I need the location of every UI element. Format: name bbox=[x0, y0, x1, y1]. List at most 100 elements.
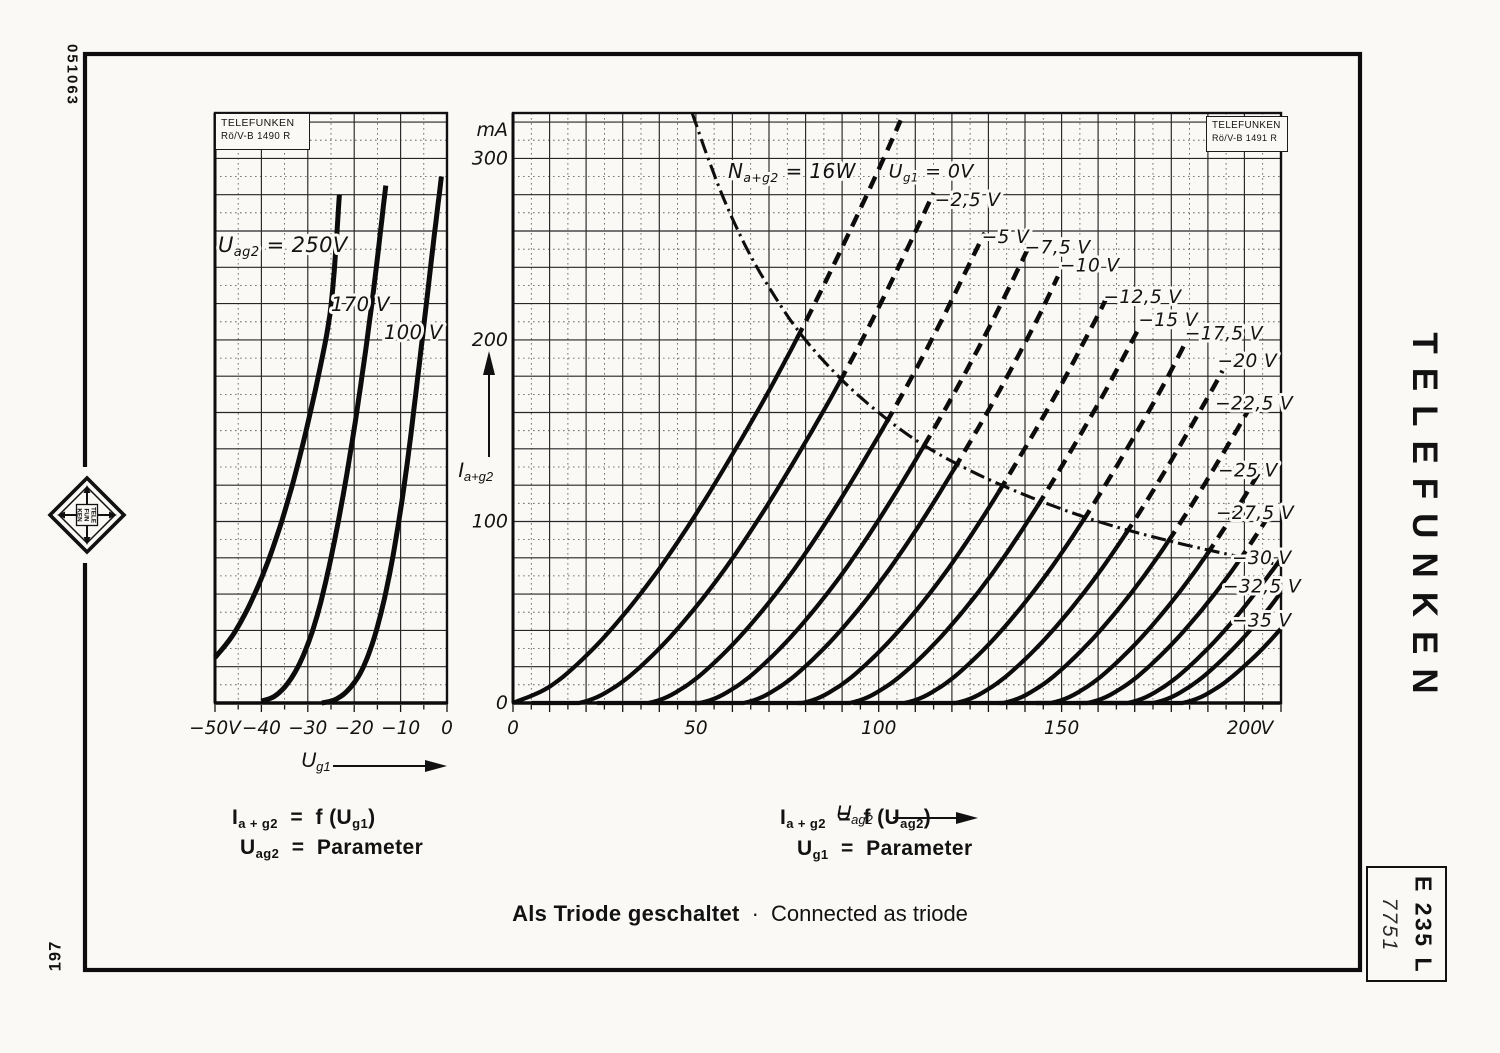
right-chart-x-tick-150: 150 bbox=[1044, 718, 1079, 739]
page-frame bbox=[82, 51, 1363, 973]
curve-label-Ug1 = −20 V: −20 V bbox=[1217, 351, 1278, 372]
curve-dashed-Ug1 = −12,5 V bbox=[996, 298, 1108, 494]
curve-label-Ug1 = −27,5 V: −27,5 V bbox=[1216, 503, 1295, 524]
left-chart-x-tick-−30: −30 bbox=[288, 718, 327, 739]
curve-Ug1 = −15 V bbox=[798, 505, 1039, 706]
curve-label-Ug1 = −32,5 V: −32,5 V bbox=[1223, 576, 1302, 597]
curve-label-Uag2 = 100V: 100 V bbox=[384, 321, 444, 344]
y-tick-300: 300 bbox=[472, 147, 508, 169]
curve-Uag2 = 170V bbox=[260, 185, 389, 704]
right-chart-grid-minor bbox=[513, 113, 1281, 703]
curve-label-Ug1 = −5 V: −5 V bbox=[982, 227, 1030, 248]
stamp-left-ref: Rö/V-B 1490 R bbox=[221, 130, 291, 142]
curve-dashed-Ug1 = −5 V bbox=[884, 231, 987, 425]
left-chart-ticks bbox=[214, 705, 448, 712]
y-axis-unit: mA bbox=[476, 119, 508, 141]
axis-arrowheads bbox=[425, 351, 978, 824]
y-tick-100: 100 bbox=[472, 510, 508, 532]
y-axis-label-ia-g2: Ia+g2 bbox=[458, 459, 494, 484]
y-axis-scale: mA 300 200 100 0 bbox=[472, 119, 508, 714]
logo-center-square bbox=[75, 503, 99, 527]
stamp-left-brand: TELEFUNKEN bbox=[221, 117, 295, 129]
print-run-code: 051063 bbox=[63, 43, 81, 107]
right-chart-x-tick-200: 200 bbox=[1227, 718, 1262, 739]
left-chart-x-tick-−50V: −50V bbox=[189, 718, 242, 739]
caption-right-line2: Ug1 = Parameter bbox=[797, 837, 973, 862]
curve-label-Uag2 = 250V: Uag2 = 250V bbox=[218, 233, 349, 260]
curve-Uag2 = 100V bbox=[321, 176, 444, 706]
caption-right-line1: Ia + g2 = f (Uag2) bbox=[780, 806, 932, 831]
x-axis-label-uag2: Uag2 bbox=[836, 802, 873, 827]
curve-dashed-Ug1 = −15 V bbox=[1035, 327, 1141, 509]
curve-dashed-Ug1 = −10 V bbox=[951, 275, 1060, 471]
caption-left-line1: Ia + g2 = f (Ug1) bbox=[232, 806, 376, 831]
right-chart-ticks bbox=[512, 705, 1282, 712]
logo-text-line2: FUN bbox=[83, 509, 90, 522]
x-axis-label-ug1: Ug1 bbox=[301, 749, 331, 774]
x-axis-unit: V bbox=[1261, 718, 1275, 739]
stamp-right-brand: TELEFUNKEN bbox=[1212, 120, 1281, 131]
telefunken-diamond-logo: TELE FUN KEN bbox=[47, 467, 127, 563]
left-chart: −50V −40 −30 −20 −10 0 Uag2 = 250V 170 V 100 V bbox=[189, 111, 453, 739]
left-chart-grid-major bbox=[215, 113, 447, 703]
right-chart-x-tick-0: 0 bbox=[507, 718, 519, 739]
footer-title: Als Triode geschaltet · Connected as triod… bbox=[512, 901, 968, 927]
ug1-axis-arrowhead bbox=[425, 760, 447, 772]
curve-label-Ug1 = −7,5 V: −7,5 V bbox=[1025, 237, 1092, 258]
footer-separator: · bbox=[751, 901, 760, 926]
axis-arrows bbox=[333, 375, 956, 819]
logo-text-line3: KEN bbox=[76, 508, 83, 522]
tube-type-label: E 235 L bbox=[1410, 875, 1437, 975]
curve-label-Uag2 = 170V: 170 V bbox=[331, 293, 391, 316]
curve-Ug1 = −2,5 V bbox=[531, 381, 842, 706]
curve-Ug1 = −32,5 V bbox=[1101, 591, 1283, 706]
footer-german: Als Triode geschaltet bbox=[512, 901, 740, 926]
footer-english: Connected as triode bbox=[771, 901, 968, 926]
logo-text: TELE FUN KEN bbox=[76, 507, 97, 523]
curve-Uag2 = 250V bbox=[213, 194, 342, 660]
curve-dashed-Ug1 = −22,5 V bbox=[1165, 409, 1251, 544]
page-number: 197 bbox=[46, 940, 65, 972]
curve-Ug1 = 0V bbox=[512, 338, 799, 705]
curve-label-Ug1 = −30 V: −30 V bbox=[1232, 548, 1293, 569]
curve-label-Ug1 = −35 V: −35 V bbox=[1232, 611, 1293, 632]
curve-label-Ug1 = −2,5 V: −2,5 V bbox=[935, 190, 1002, 211]
left-chart-x-tick-−10: −10 bbox=[381, 718, 420, 739]
uag2-axis-arrowhead bbox=[956, 812, 978, 824]
left-chart-x-tick-−20: −20 bbox=[335, 718, 374, 739]
left-chart-x-tick-−40: −40 bbox=[242, 718, 281, 739]
caption-left-line2: Uag2 = Parameter bbox=[240, 836, 424, 861]
y-tick-0: 0 bbox=[496, 692, 508, 714]
curve-label-Ug1 = 0V: Ug1 = 0V bbox=[889, 160, 976, 184]
right-chart-x-tick-50: 50 bbox=[684, 718, 708, 739]
logo-text-line1: TELE bbox=[90, 507, 97, 523]
curve-Ug1 = −5 V bbox=[597, 422, 888, 706]
curve-dashed-Ug1 = −25 V bbox=[1204, 471, 1261, 557]
left-chart-x-tick-0: 0 bbox=[441, 718, 453, 739]
curve-label-Ug1 = −12,5 V: −12,5 V bbox=[1103, 287, 1182, 308]
curve-label-Ug1 = −22,5 V: −22,5 V bbox=[1215, 394, 1294, 415]
logo-arrowheads bbox=[57, 485, 117, 545]
curve-Ug1 = −35 V bbox=[1131, 627, 1283, 706]
charts-root: −50V −40 −30 −20 −10 0 Uag2 = 250V 170 V 100 V 0 5… bbox=[189, 111, 1305, 739]
curve-label-Ug1 = −17,5 V: −17,5 V bbox=[1185, 324, 1264, 345]
logo-arrows bbox=[64, 492, 110, 538]
curve-dashed-Ug1 = −27,5 V bbox=[1236, 512, 1272, 564]
stamp-right-chart: TELEFUNKEN Rö/V-B 1491 R bbox=[1206, 116, 1288, 152]
curve-Ug1 = −22,5 V bbox=[951, 541, 1170, 706]
power-limit-label: Na+g2 = 16W bbox=[728, 159, 857, 185]
brand-telefunken-vertical: TELEFUNKEN bbox=[1405, 332, 1444, 708]
curve-dashed-Ug1 = −7,5 V bbox=[921, 246, 1031, 448]
stamp-left-chart: TELEFUNKEN Rö/V-B 1490 R bbox=[215, 113, 310, 150]
y-tick-200: 200 bbox=[472, 329, 508, 351]
curve-label-Ug1 = −15 V: −15 V bbox=[1138, 310, 1199, 331]
curve-dashed-Ug1 = −17,5 V bbox=[1080, 340, 1188, 523]
curve-Ug1 = −20 V bbox=[904, 534, 1127, 706]
curve-label-Ug1 = −25 V: −25 V bbox=[1218, 460, 1279, 481]
power-limit-curve-16w bbox=[690, 112, 1282, 567]
stamp-right-ref: Rö/V-B 1491 R bbox=[1212, 132, 1278, 143]
curve-dashed-Ug1 = 0V bbox=[794, 119, 903, 341]
